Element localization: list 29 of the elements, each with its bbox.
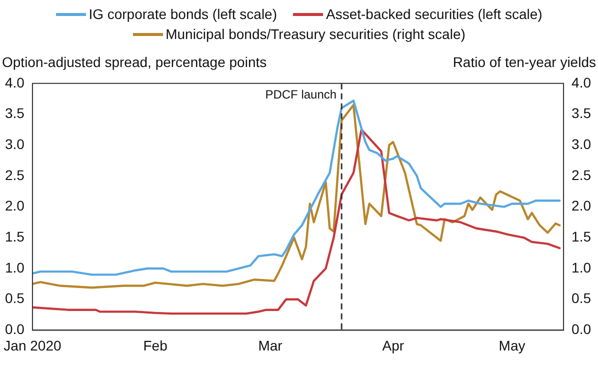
y-tick-label: 1.0 [4,259,25,276]
x-tick-label: May [498,337,526,354]
y2-tick-label: 0.5 [572,290,592,306]
y-tick-label: 3.5 [4,105,25,122]
x-tick-label: Jan 2020 [4,337,62,354]
y-tick-label: 3.0 [4,136,25,152]
y2-tick-label: 1.5 [572,228,592,245]
y-tick-label: 0.0 [4,321,25,338]
y2-tick-label: 3.0 [572,136,592,152]
y2-axis-title: Ratio of ten-year yields [452,54,596,72]
y-tick-label: 0.5 [4,290,25,306]
x-tick-label: Mar [258,337,283,354]
y2-tick-label: 0.0 [572,321,592,338]
y2-tick-label: 2.0 [572,198,592,214]
y-tick-label: 1.5 [4,228,25,245]
x-tick-label: Apr [382,337,404,354]
y-tick-label: 2.5 [4,166,25,183]
y2-tick-label: 1.0 [572,259,592,276]
legend-label: Asset-backed securities (left scale) [326,5,542,24]
y2-tick-label: 4.0 [572,74,592,90]
x-tick-label: Feb [143,337,168,354]
y-tick-label: 2.0 [4,198,25,214]
legend-label: IG corporate bonds (left scale) [88,5,277,24]
y2-tick-label: 2.5 [572,166,592,183]
y-axis-title: Option-adjusted spread, percentage points [2,54,267,72]
ref-line-label: PDCF launch [265,88,337,102]
y2-tick-label: 3.5 [572,105,592,122]
legend-label: Municipal bonds/Treasury securities (right scale) [166,25,466,44]
y-tick-label: 4.0 [4,74,25,90]
